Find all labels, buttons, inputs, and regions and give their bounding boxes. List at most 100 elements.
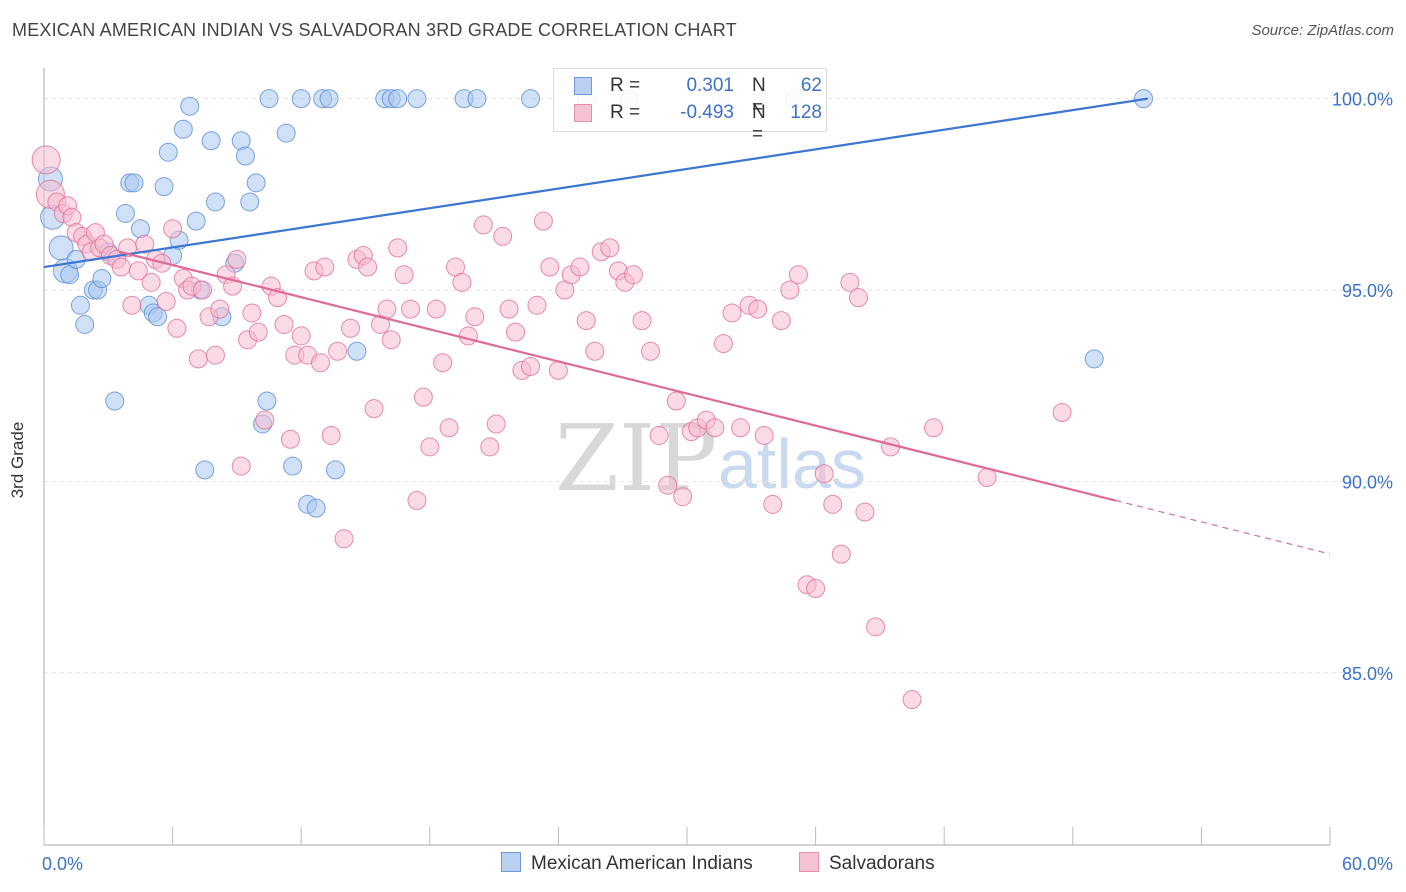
salvadoran-point bbox=[465, 307, 485, 327]
mexican-point bbox=[306, 498, 326, 518]
salvadoran-point bbox=[763, 494, 783, 514]
salvadoran-point bbox=[255, 410, 275, 430]
mexican-point bbox=[325, 460, 345, 480]
legend-n-label: N = bbox=[752, 102, 766, 145]
salvadoran-point bbox=[420, 437, 440, 457]
mexican-point bbox=[201, 131, 221, 151]
salvadoran-point bbox=[493, 226, 513, 246]
salvadoran-point bbox=[923, 418, 943, 438]
y-tick-label: 90.0% bbox=[1342, 472, 1393, 492]
salvadoran-point bbox=[731, 418, 751, 438]
mexican-point bbox=[115, 203, 135, 223]
salvadoran-point bbox=[328, 341, 348, 361]
salvadoran-point bbox=[163, 219, 183, 239]
salvadoran-point bbox=[480, 437, 500, 457]
salvadoran-point bbox=[242, 303, 262, 323]
salvadoran-point bbox=[705, 418, 725, 438]
salvadoran-point bbox=[649, 425, 669, 445]
salvadoran-point bbox=[623, 265, 643, 285]
salvadoran-point bbox=[527, 295, 547, 315]
salvadoran-point bbox=[280, 429, 300, 449]
salvadoran-point bbox=[310, 353, 330, 373]
salvadoran-point bbox=[274, 314, 294, 334]
salvadoran-point bbox=[321, 425, 341, 445]
salvadoran-point bbox=[231, 456, 251, 476]
salvadoran-point bbox=[358, 257, 378, 277]
salvadoran-point bbox=[248, 322, 268, 342]
salvadoran-point bbox=[210, 299, 230, 319]
salvadoran-point bbox=[600, 238, 620, 258]
salvadoran-point bbox=[156, 291, 176, 311]
salvadoran-point bbox=[141, 272, 161, 292]
x-tick-label: 0.0% bbox=[42, 854, 83, 874]
mexican-point bbox=[105, 391, 125, 411]
mexican-point bbox=[388, 89, 408, 109]
mexican-point bbox=[173, 119, 193, 139]
mexican-point bbox=[521, 89, 541, 109]
legend-n-label: N = bbox=[752, 75, 766, 118]
salvadoran-point bbox=[506, 322, 526, 342]
mexican-point bbox=[407, 89, 427, 109]
legend-r-value: 0.301 bbox=[686, 75, 734, 96]
mexican-point bbox=[283, 456, 303, 476]
mexican-point bbox=[124, 173, 144, 193]
mexican-point bbox=[259, 89, 279, 109]
salvadoran-point bbox=[340, 318, 360, 338]
salvadoran-point bbox=[128, 261, 148, 281]
salvadoran-point bbox=[540, 257, 560, 277]
mexican-point bbox=[75, 314, 95, 334]
salvadoran-point bbox=[188, 349, 208, 369]
salvadoran-trend-line bbox=[118, 250, 1116, 502]
salvadoran-point bbox=[426, 299, 446, 319]
salvadoran-point bbox=[122, 295, 142, 315]
legend-n-value: 62 bbox=[800, 75, 822, 96]
watermark-atlas: atlas bbox=[718, 425, 866, 503]
salvadoran-point bbox=[452, 272, 472, 292]
salvadoran-point bbox=[407, 491, 427, 511]
salvadoran-point bbox=[673, 487, 693, 507]
salvadoran-point bbox=[855, 502, 875, 522]
gridlines bbox=[44, 98, 1396, 674]
salvadoran-point bbox=[401, 299, 421, 319]
salvadoran-point bbox=[806, 579, 826, 599]
salvadoran-point bbox=[381, 330, 401, 350]
salvadoran-point bbox=[641, 341, 661, 361]
salvadoran-point bbox=[823, 494, 843, 514]
salvadoran-point bbox=[977, 468, 997, 488]
legend-swatch-mexican bbox=[574, 77, 592, 95]
salvadoran-point bbox=[291, 326, 311, 346]
mexican-point bbox=[158, 142, 178, 162]
salvadoran-point bbox=[658, 475, 678, 495]
salvadoran-point bbox=[902, 690, 922, 710]
data-points bbox=[31, 89, 1154, 710]
legend-r-value: -0.493 bbox=[680, 102, 734, 123]
salvadoran-point bbox=[486, 414, 506, 434]
mexican-trend-line bbox=[43, 97, 1148, 269]
mexican-point bbox=[70, 295, 90, 315]
series-legend: Mexican American Indians Salvadorans bbox=[0, 852, 1406, 878]
salvadoran-point bbox=[814, 464, 834, 484]
mexican-point bbox=[257, 391, 277, 411]
mexican-point bbox=[276, 123, 296, 143]
salvadoran-point bbox=[135, 234, 155, 254]
salvadoran-point bbox=[31, 145, 61, 175]
legend-n-value: 128 bbox=[790, 102, 822, 123]
salvadoran-point bbox=[334, 529, 354, 549]
salvadoran-point bbox=[167, 318, 187, 338]
salvadoran-point bbox=[748, 299, 768, 319]
mexican-point bbox=[319, 89, 339, 109]
salvadoran-point bbox=[521, 357, 541, 377]
y-tick-label: 100.0% bbox=[1332, 90, 1393, 110]
salvadoran-point bbox=[533, 211, 553, 231]
salvadoran-point bbox=[111, 257, 131, 277]
salvadoran-point bbox=[458, 326, 478, 346]
legend-r-label: R = bbox=[610, 102, 641, 123]
salvadoran-point bbox=[788, 265, 808, 285]
mexican-point bbox=[235, 146, 255, 166]
legend-item-mexican-american-indians: Mexican American Indians bbox=[501, 852, 753, 875]
source-label: Source: ZipAtlas.com bbox=[1251, 22, 1394, 39]
salvadoran-point bbox=[473, 215, 493, 235]
legend-swatch bbox=[799, 852, 819, 872]
y-tick-label: 85.0% bbox=[1342, 664, 1393, 684]
